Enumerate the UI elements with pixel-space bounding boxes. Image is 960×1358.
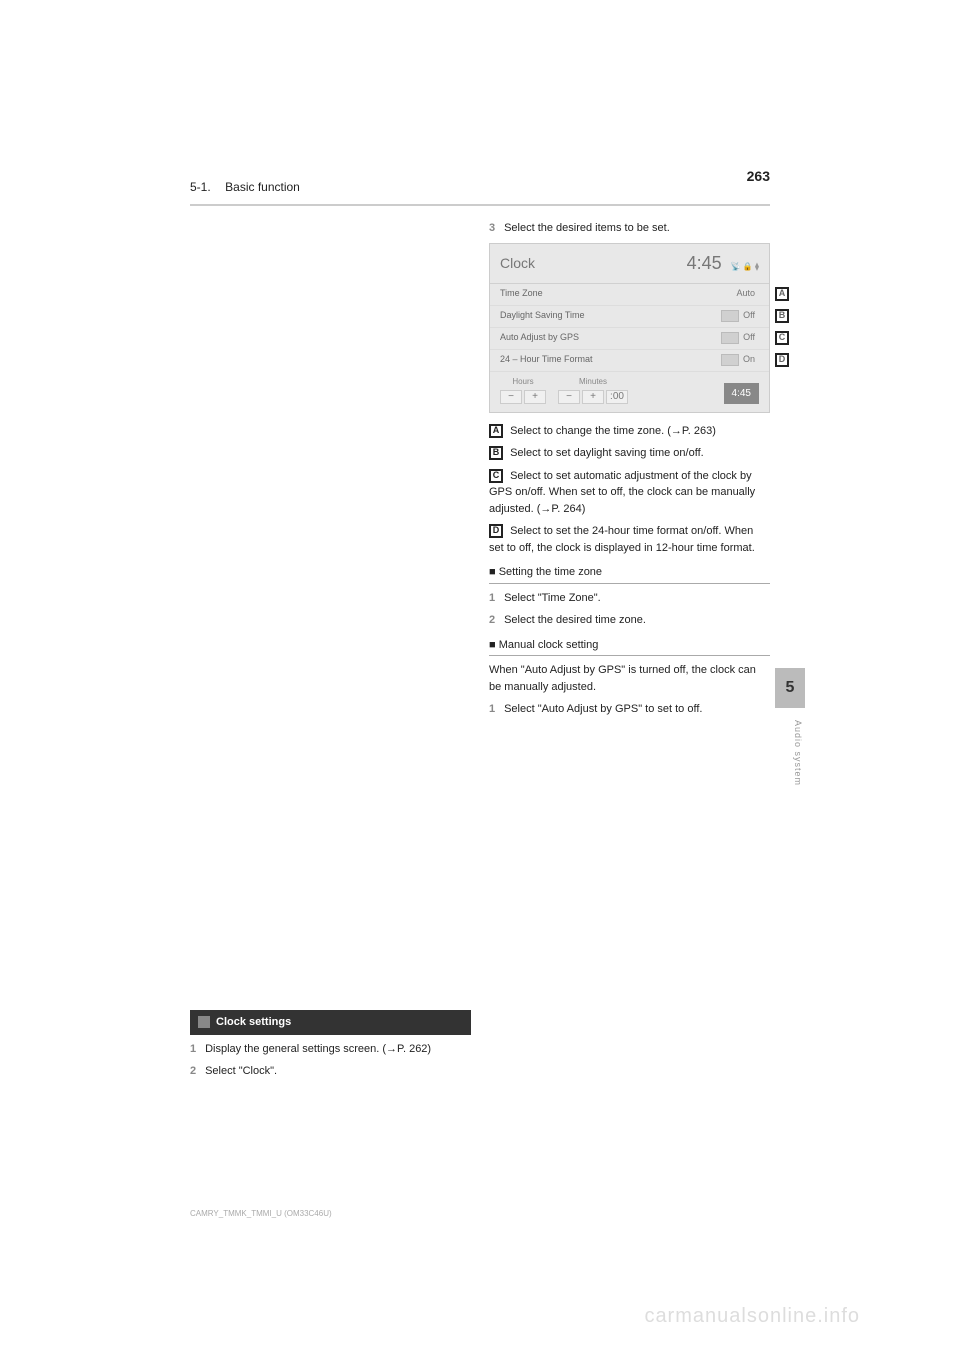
step-number: 2 <box>190 1063 202 1080</box>
minutes-minus-button[interactable]: − <box>558 390 580 404</box>
footer-code: CAMRY_TMMK_TMMI_U (OM33C46U) <box>190 1209 332 1218</box>
callout-a-text: Select to change the time zone. (→P. 263… <box>510 425 716 437</box>
manual-heading: ■ Manual clock setting <box>489 637 770 657</box>
row-gps[interactable]: Auto Adjust by GPS Off C <box>490 328 769 350</box>
tz-step-1: 1 Select "Time Zone". <box>489 590 770 607</box>
left-column: Clock settings 1 Display the general set… <box>190 220 471 1086</box>
callout-a-box: A <box>489 424 503 438</box>
clock-settings-screen: Clock 4:45 📡 🔒 ⧫ Time Zone Auto A Daylig… <box>489 243 770 413</box>
step-number: 1 <box>190 1041 202 1058</box>
step-number: 3 <box>489 220 501 237</box>
clock-settings-label: Clock settings <box>216 1014 291 1031</box>
clock-settings-heading: Clock settings <box>190 1010 471 1035</box>
step-text: Display the general settings screen. (→P… <box>205 1043 431 1055</box>
manual-heading-text: Manual clock setting <box>499 639 599 651</box>
step-text: Select the desired time zone. <box>504 614 646 626</box>
hours-label: Hours <box>512 376 533 388</box>
step-text: Select the desired items to be set. <box>504 222 670 234</box>
callout-b-box: B <box>489 446 503 460</box>
hours-adjust: Hours − + <box>500 376 546 404</box>
clock-title: Clock <box>500 253 535 274</box>
step-number: 2 <box>489 612 501 629</box>
row-value: On <box>743 353 759 367</box>
chapter-tab: 5 <box>775 668 805 708</box>
manual-intro: When "Auto Adjust by GPS" is turned off,… <box>489 662 770 695</box>
clock-footer: Hours − + Minutes − + :00 4:45 <box>490 372 769 412</box>
page-header: 5-1. Basic function 263 <box>190 178 770 206</box>
row-value: Off <box>743 331 759 345</box>
clock-time-display: 4:45 <box>687 253 722 273</box>
status-icons: 📡 🔒 ⧫ <box>731 262 759 271</box>
minutes-plus-button[interactable]: + <box>582 390 604 404</box>
minutes-adjust: Minutes − + :00 <box>558 376 628 404</box>
section-code: 5-1. <box>190 180 211 194</box>
watermark: carmanualsonline.info <box>644 1305 860 1328</box>
row-label: Auto Adjust by GPS <box>500 331 721 345</box>
callout-c-box: C <box>489 469 503 483</box>
callout-c-text: Select to set automatic adjustment of th… <box>489 470 755 515</box>
hours-minus-button[interactable]: − <box>500 390 522 404</box>
callout-d-text: Select to set the 24‑hour time format on… <box>489 525 755 554</box>
toggle-icon[interactable] <box>721 354 739 366</box>
row-label: Daylight Saving Time <box>500 309 721 323</box>
row-value: Auto <box>736 287 759 301</box>
step-number: 1 <box>489 701 501 718</box>
timezone-heading: ■ Setting the time zone <box>489 564 770 584</box>
tz-step-2: 2 Select the desired time zone. <box>489 612 770 629</box>
callout-d-marker: D <box>775 353 789 367</box>
content-columns: Clock settings 1 Display the general set… <box>190 220 770 1086</box>
manual-step-1: 1 Select "Auto Adjust by GPS" to set to … <box>489 701 770 718</box>
step-text: Select "Clock". <box>205 1065 277 1077</box>
clock-header: Clock 4:45 📡 🔒 ⧫ <box>490 244 769 284</box>
toggle-icon[interactable] <box>721 332 739 344</box>
callout-d-box: D <box>489 524 503 538</box>
row-label: Time Zone <box>500 287 736 301</box>
chapter-label: Audio system <box>793 720 803 786</box>
step-text: Select "Auto Adjust by GPS" to set to of… <box>504 703 702 715</box>
step-number: 1 <box>489 590 501 607</box>
toggle-icon[interactable] <box>721 310 739 322</box>
page-number: 263 <box>747 168 770 184</box>
row-dst[interactable]: Daylight Saving Time Off B <box>490 306 769 328</box>
callout-b-text: Select to set daylight saving time on/of… <box>510 447 704 459</box>
hours-plus-button[interactable]: + <box>524 390 546 404</box>
callout-b: B Select to set daylight saving time on/… <box>489 445 770 462</box>
clock-preview-time: 4:45 <box>724 383 759 404</box>
square-icon <box>198 1016 210 1028</box>
callout-a: A Select to change the time zone. (→P. 2… <box>489 423 770 440</box>
step-3-intro: 3 Select the desired items to be set. <box>489 220 770 237</box>
section-title: Basic function <box>225 180 300 194</box>
row-time-zone[interactable]: Time Zone Auto A <box>490 284 769 306</box>
clock-step-1: 1 Display the general settings screen. (… <box>190 1041 471 1058</box>
callout-c: C Select to set automatic adjustment of … <box>489 468 770 518</box>
timezone-heading-text: Setting the time zone <box>499 566 602 578</box>
callout-d: D Select to set the 24‑hour time format … <box>489 523 770 556</box>
callout-c-marker: C <box>775 331 789 345</box>
row-value: Off <box>743 309 759 323</box>
callout-b-marker: B <box>775 309 789 323</box>
minutes-label: Minutes <box>579 376 607 388</box>
row-24h[interactable]: 24 – Hour Time Format On D <box>490 350 769 372</box>
chapter-number: 5 <box>786 679 795 697</box>
zero-minutes-button[interactable]: :00 <box>606 390 628 404</box>
right-column: 3 Select the desired items to be set. Cl… <box>489 220 770 1086</box>
callout-a-marker: A <box>775 287 789 301</box>
step-text: Select "Time Zone". <box>504 592 601 604</box>
row-label: 24 – Hour Time Format <box>500 353 721 367</box>
clock-step-2: 2 Select "Clock". <box>190 1063 471 1080</box>
